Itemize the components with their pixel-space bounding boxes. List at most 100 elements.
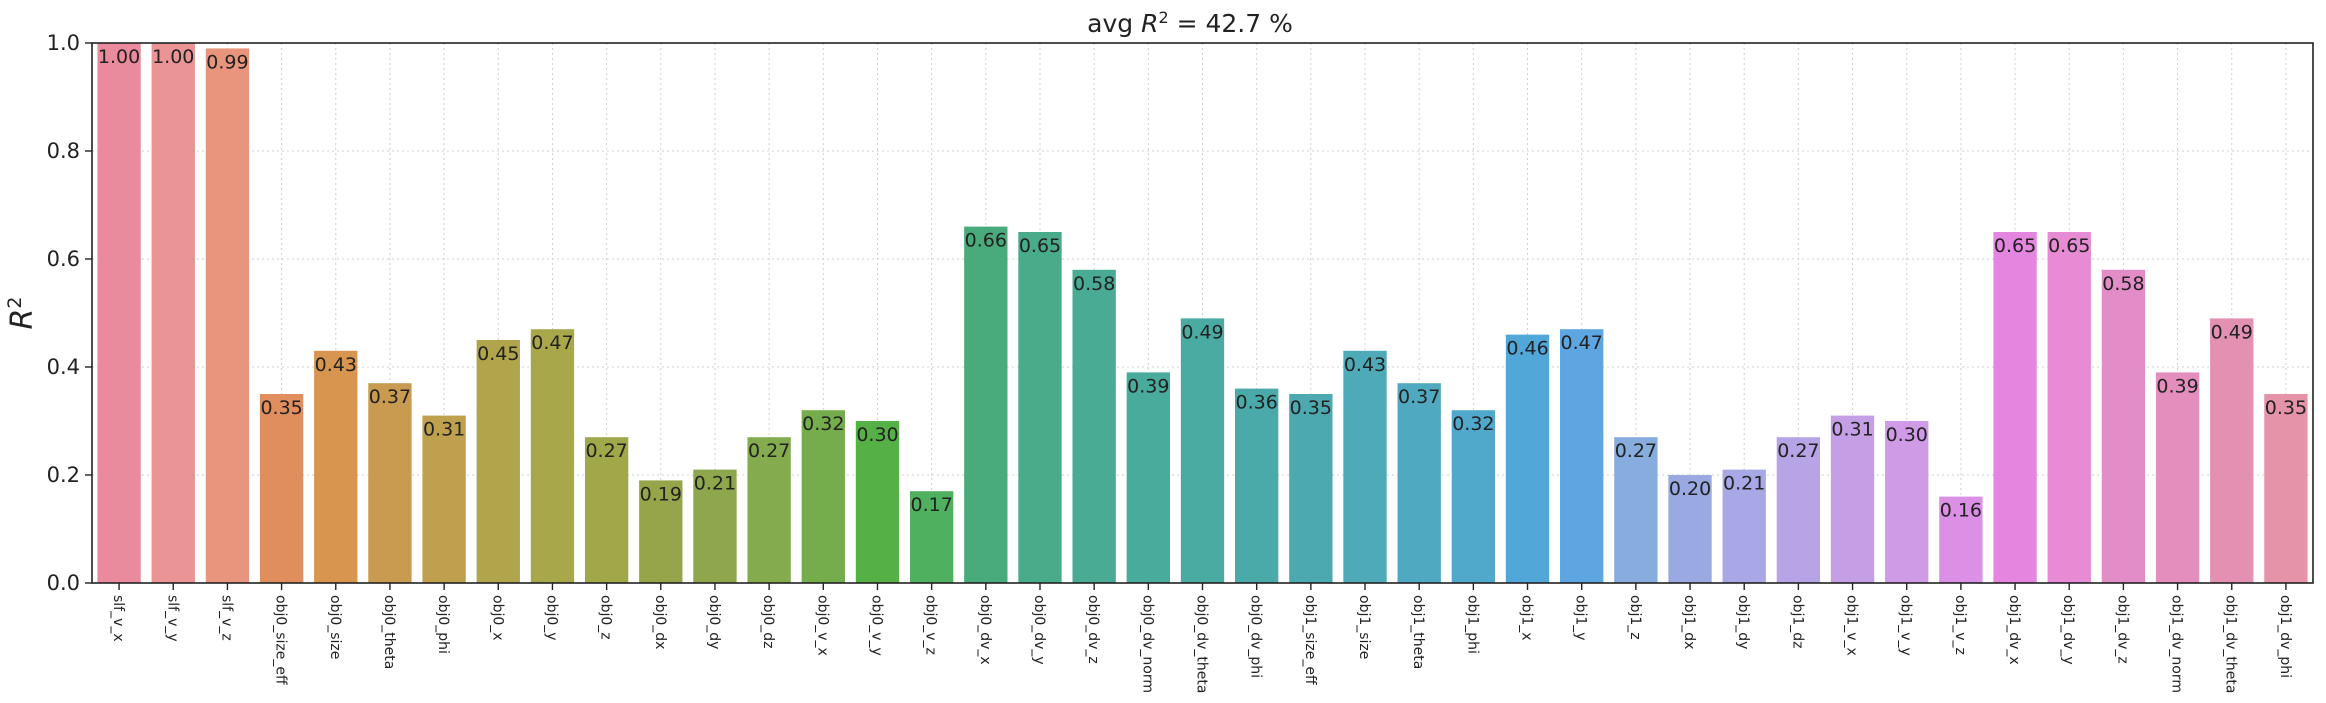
bar-obj1_phi bbox=[1451, 410, 1496, 583]
x-tick-label: obj0_dv_norm bbox=[1139, 595, 1155, 693]
x-tick-label: obj1_size_eff bbox=[1302, 595, 1318, 685]
x-tick-label: obj0_dx bbox=[652, 595, 668, 649]
x-tick-label: obj1_dv_norm bbox=[2169, 595, 2185, 693]
bar-value-label: 0.27 bbox=[1615, 440, 1657, 462]
y-axis-label: R2 bbox=[4, 297, 40, 330]
bar-value-label: 0.65 bbox=[2048, 235, 2090, 257]
bar-value-label: 0.39 bbox=[1127, 375, 1169, 397]
y-tick-label: 0.2 bbox=[47, 463, 80, 487]
bar-obj0_dv_y bbox=[1018, 232, 1062, 583]
bar-value-label: 0.39 bbox=[2156, 375, 2198, 397]
x-tick-label: obj1_dz bbox=[1789, 595, 1805, 648]
bar-value-label: 0.37 bbox=[1398, 386, 1440, 408]
bar-value-labels: 1.00 1.00 0.99 0.35 0.43 0.37 0.31 0.45 0.47 0.27… bbox=[98, 46, 2307, 522]
bar-value-label: 0.35 bbox=[1290, 397, 1332, 419]
x-tick-label: obj0_dv_x bbox=[977, 595, 993, 665]
bar-value-label: 0.19 bbox=[640, 483, 682, 505]
x-tick-label: obj1_phi bbox=[1464, 595, 1480, 654]
bar-obj1_size bbox=[1343, 350, 1387, 583]
x-tick-label: obj1_z bbox=[1627, 595, 1643, 640]
chart-title: avg R2 = 42.7 % bbox=[1087, 8, 1293, 39]
x-tick-label: obj1_theta bbox=[1410, 595, 1426, 669]
bar-value-label: 0.46 bbox=[1506, 338, 1548, 360]
bar-obj1_dv_x bbox=[1993, 232, 2037, 583]
bar-value-label: 0.47 bbox=[1561, 332, 1603, 354]
bar-obj1_dv_z bbox=[2101, 269, 2146, 583]
y-tick-label: 0.8 bbox=[47, 139, 80, 163]
x-tick-label: obj0_phi bbox=[435, 595, 451, 654]
bar-obj1_dy bbox=[1722, 469, 1766, 583]
bar-obj0_dv_phi bbox=[1235, 388, 1279, 583]
x-tick-label: obj0_z bbox=[598, 595, 614, 640]
bar-obj0_dy bbox=[693, 469, 737, 583]
bar-slf_v_z bbox=[205, 48, 250, 583]
bar-value-label: 0.49 bbox=[2211, 321, 2253, 343]
y-tick-label: 0.6 bbox=[47, 247, 80, 271]
x-tick-label: obj1_dv_z bbox=[2114, 595, 2130, 664]
bar-obj0_size_eff bbox=[259, 394, 304, 583]
x-tick-label: obj0_dv_z bbox=[1085, 595, 1101, 664]
x-tick-label: obj1_size bbox=[1356, 595, 1372, 659]
bar-value-label: 1.00 bbox=[98, 46, 140, 68]
bar-obj1_z bbox=[1614, 437, 1658, 583]
bar-obj1_y bbox=[1560, 329, 1604, 583]
y-axis: 0.0 0.2 0.4 0.6 0.8 1.0 bbox=[47, 31, 92, 595]
bar-value-label: 1.00 bbox=[152, 46, 194, 68]
bar-obj1_dv_theta bbox=[2210, 318, 2254, 583]
x-tick-label: slf_v_x bbox=[110, 595, 126, 642]
bar-obj1_dv_y bbox=[2047, 232, 2091, 583]
bar-value-label: 0.47 bbox=[531, 332, 573, 354]
x-tick-label: obj1_dy bbox=[1735, 595, 1751, 649]
bar-obj1_v_y bbox=[1885, 421, 1929, 583]
bar-value-label: 0.27 bbox=[585, 440, 627, 462]
bar-obj1_v_x bbox=[1830, 415, 1875, 583]
bar-value-label: 0.27 bbox=[748, 440, 790, 462]
bar-value-label: 0.31 bbox=[423, 419, 465, 441]
bar-value-label: 0.35 bbox=[260, 397, 302, 419]
bar-value-label: 0.49 bbox=[1181, 321, 1223, 343]
bar-obj0_size bbox=[314, 350, 358, 583]
x-tick-label: obj1_dv_x bbox=[2006, 595, 2022, 665]
x-tick-label: obj1_v_x bbox=[1844, 595, 1860, 656]
bar-value-label: 0.43 bbox=[315, 354, 357, 376]
bar-obj0_z bbox=[584, 437, 629, 583]
x-tick-label: obj1_dx bbox=[1681, 595, 1697, 649]
bar-value-label: 0.35 bbox=[2265, 397, 2307, 419]
x-tick-label: obj0_dv_theta bbox=[1194, 595, 1210, 693]
x-tick-label: obj0_v_y bbox=[868, 595, 884, 656]
bar-value-label: 0.32 bbox=[1452, 413, 1494, 435]
bar-value-label: 0.17 bbox=[910, 494, 952, 516]
bar-value-label: 0.37 bbox=[369, 386, 411, 408]
bar-obj1_v_z bbox=[1939, 496, 1983, 583]
bar-obj1_size_eff bbox=[1289, 394, 1333, 583]
bar-obj0_dv_norm bbox=[1126, 372, 1170, 583]
bar-value-label: 0.99 bbox=[206, 51, 248, 73]
bar-value-label: 0.43 bbox=[1344, 354, 1386, 376]
bar-value-label: 0.65 bbox=[1994, 235, 2036, 257]
y-tick-label: 0.0 bbox=[47, 571, 80, 595]
bar-obj0_dz bbox=[747, 437, 791, 583]
bar-obj0_dx bbox=[639, 480, 683, 583]
bar-value-label: 0.30 bbox=[1886, 424, 1928, 446]
x-tick-label: obj1_dv_phi bbox=[2277, 595, 2293, 678]
bar-obj0_v_y bbox=[855, 421, 900, 583]
bar-value-label: 0.20 bbox=[1669, 478, 1711, 500]
bars bbox=[97, 43, 2308, 583]
x-tick-label: obj0_dv_y bbox=[1031, 595, 1047, 665]
x-tick-label: obj0_theta bbox=[381, 595, 397, 669]
bar-obj0_x bbox=[476, 340, 520, 583]
bar-obj1_theta bbox=[1397, 383, 1441, 583]
bar-value-label: 0.31 bbox=[1831, 419, 1873, 441]
bar-obj0_phi bbox=[422, 415, 466, 583]
x-tick-label: obj0_x bbox=[489, 595, 505, 641]
bar-value-label: 0.66 bbox=[965, 230, 1007, 252]
bar-value-label: 0.65 bbox=[1019, 235, 1061, 257]
bar-obj1_dv_norm bbox=[2155, 372, 2200, 583]
bar-obj0_theta bbox=[368, 383, 412, 583]
bar-obj0_dv_z bbox=[1072, 269, 1116, 583]
bar-value-label: 0.45 bbox=[477, 343, 519, 365]
bar-obj0_dv_theta bbox=[1180, 318, 1225, 583]
x-tick-label: obj0_v_x bbox=[814, 595, 830, 656]
bar-value-label: 0.58 bbox=[1073, 273, 1115, 295]
x-tick-label: obj0_v_z bbox=[923, 595, 939, 655]
